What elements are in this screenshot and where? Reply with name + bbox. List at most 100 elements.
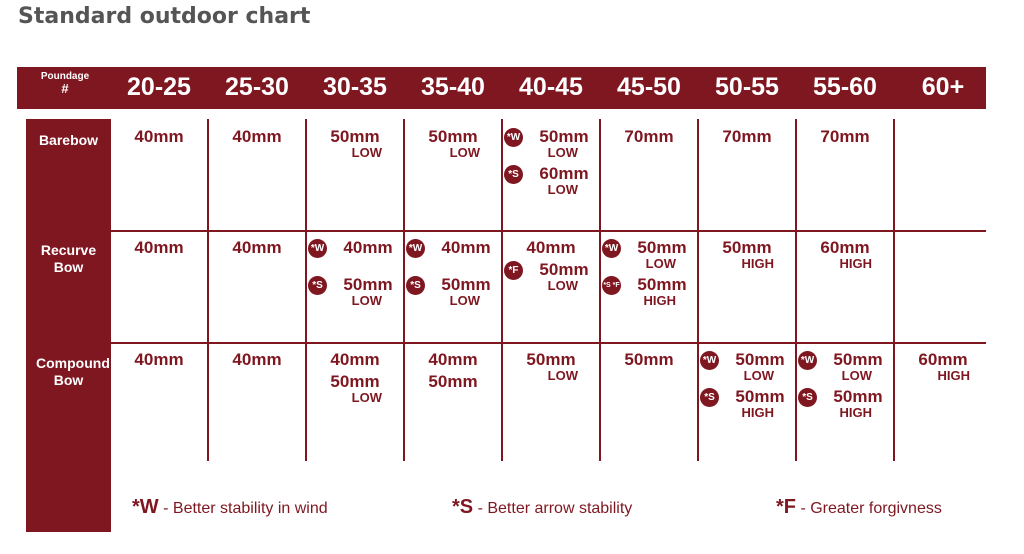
poundage-label: Poundage <box>40 71 90 82</box>
page-title: Standard outdoor chart <box>18 4 311 29</box>
legend-key: *F <box>776 496 796 518</box>
arrow-size: 40mm <box>232 238 282 257</box>
grid-column-divider <box>893 119 895 461</box>
cell-entry: *S 50mm LOW <box>404 275 502 312</box>
level-label: LOW <box>351 145 382 160</box>
legend-text: - Better stability in wind <box>163 500 328 517</box>
table-cell: 70mm <box>600 127 698 164</box>
arrow-size: 60mm <box>820 238 870 257</box>
cell-entry: 40mm <box>110 238 208 275</box>
row-label-recurve: Recurve Bow <box>40 242 97 275</box>
legend-text: - Better arrow stability <box>477 500 633 517</box>
table-cell: *W 50mm LOW *S 50mm HIGH <box>796 350 894 424</box>
badge-icon: *W <box>308 239 327 258</box>
arrow-size: 50mm <box>330 372 380 391</box>
level-label: LOW <box>547 368 578 383</box>
arrow-size: 50mm <box>637 238 687 257</box>
cell-entry: *S 50mm HIGH <box>698 387 796 424</box>
arrow-size: 50mm <box>735 387 785 406</box>
column-header: 30-35 <box>323 73 387 101</box>
legend-forgiveness: *F - Greater forgivness <box>776 496 942 519</box>
table-cell: 50mm LOW <box>404 127 502 164</box>
badge-icon: *S <box>700 388 719 407</box>
cell-entry: 70mm <box>796 127 894 164</box>
arrow-size: 50mm <box>735 350 785 369</box>
cell-entry: 40mm <box>502 238 600 260</box>
legend-arrow: *S - Better arrow stability <box>452 496 632 519</box>
arrow-size: 50mm <box>330 127 380 146</box>
level-label: HIGH <box>839 256 873 271</box>
cell-entry: *W 50mm LOW <box>600 238 698 275</box>
cell-entry: 40mm <box>110 350 208 387</box>
badge-icon: *W <box>700 351 719 370</box>
level-label: LOW <box>547 145 578 160</box>
cell-entry: 50mm LOW <box>306 372 404 409</box>
grid-column-divider <box>305 119 307 461</box>
cell-entry: 60mm HIGH <box>894 350 992 387</box>
table-cell: 40mm *F 50mm LOW <box>502 238 600 297</box>
badge-icon: *S <box>504 165 523 184</box>
table-cell: *W 50mm LOW *S 60mm LOW <box>502 127 600 201</box>
badge-icon: *W <box>504 128 523 147</box>
cell-entry: *W 50mm LOW <box>502 127 600 164</box>
cell-entry: *W 40mm <box>306 238 404 275</box>
grid-row-divider <box>111 230 986 232</box>
grid-column-divider <box>599 119 601 461</box>
column-header: 20-25 <box>127 73 191 101</box>
poundage-symbol: # <box>61 81 69 96</box>
table-cell: 50mm LOW <box>306 127 404 164</box>
grid-row-divider <box>111 342 986 344</box>
cell-entry: *W 50mm LOW <box>796 350 894 387</box>
row-label-compound: Compound Bow <box>36 355 110 388</box>
level-label: LOW <box>547 278 578 293</box>
table-cell: 40mm <box>110 127 208 164</box>
legend-wind: *W - Better stability in wind <box>132 496 328 519</box>
column-header: 55-60 <box>813 73 877 101</box>
arrow-size: 40mm <box>330 350 380 369</box>
arrow-size: 50mm <box>833 350 883 369</box>
arrow-size: 40mm <box>343 238 393 257</box>
cell-entry: 40mm <box>110 127 208 164</box>
arrow-size: 40mm <box>526 238 576 257</box>
table-cell: 50mm LOW <box>502 350 600 387</box>
table-cell: *W 40mm *S 50mm LOW <box>306 238 404 312</box>
arrow-size: 40mm <box>441 238 491 257</box>
table-cell: *W 50mm LOW *S 50mm HIGH <box>698 350 796 424</box>
table-cell: 40mm 50mm <box>404 350 502 394</box>
cell-entry: 40mm <box>208 350 306 387</box>
level-label: LOW <box>743 368 774 383</box>
table-cell: 70mm <box>796 127 894 164</box>
grid-column-divider <box>795 119 797 461</box>
cell-entry: *W 50mm LOW <box>698 350 796 387</box>
arrow-size: 40mm <box>134 350 184 369</box>
badge-icon: *W <box>406 239 425 258</box>
column-header: 40-45 <box>519 73 583 101</box>
cell-entry: 50mm HIGH <box>698 238 796 275</box>
cell-entry: 70mm <box>600 127 698 164</box>
badge-icon: *S <box>308 276 327 295</box>
arrow-size: 50mm <box>539 127 589 146</box>
arrow-size: 60mm <box>918 350 968 369</box>
cell-entry: *S 50mm LOW <box>306 275 404 312</box>
level-label: LOW <box>351 390 382 405</box>
arrow-size: 40mm <box>232 350 282 369</box>
table-cell: 40mm <box>208 127 306 164</box>
column-header: 60+ <box>921 73 965 101</box>
table-cell: 40mm <box>110 350 208 387</box>
cell-entry: 40mm <box>208 238 306 275</box>
row-label-barebow: Barebow <box>38 132 99 148</box>
cell-entry: 40mm <box>404 350 502 372</box>
table-cell: 70mm <box>698 127 796 164</box>
badge-icon: *F <box>504 261 523 280</box>
cell-entry: *S *F 50mm HIGH <box>600 275 698 312</box>
table-cell: 50mm <box>600 350 698 387</box>
grid-column-divider <box>697 119 699 461</box>
arrow-size: 70mm <box>820 127 870 146</box>
cell-entry: *S 50mm HIGH <box>796 387 894 424</box>
arrow-size: 50mm <box>428 127 478 146</box>
cell-entry: *S 60mm LOW <box>502 164 600 201</box>
table-cell: 40mm <box>110 238 208 275</box>
table-cell: *W 50mm LOW *S *F 50mm HIGH <box>600 238 698 312</box>
arrow-size: 50mm <box>539 260 589 279</box>
badge-icon: *W <box>798 351 817 370</box>
